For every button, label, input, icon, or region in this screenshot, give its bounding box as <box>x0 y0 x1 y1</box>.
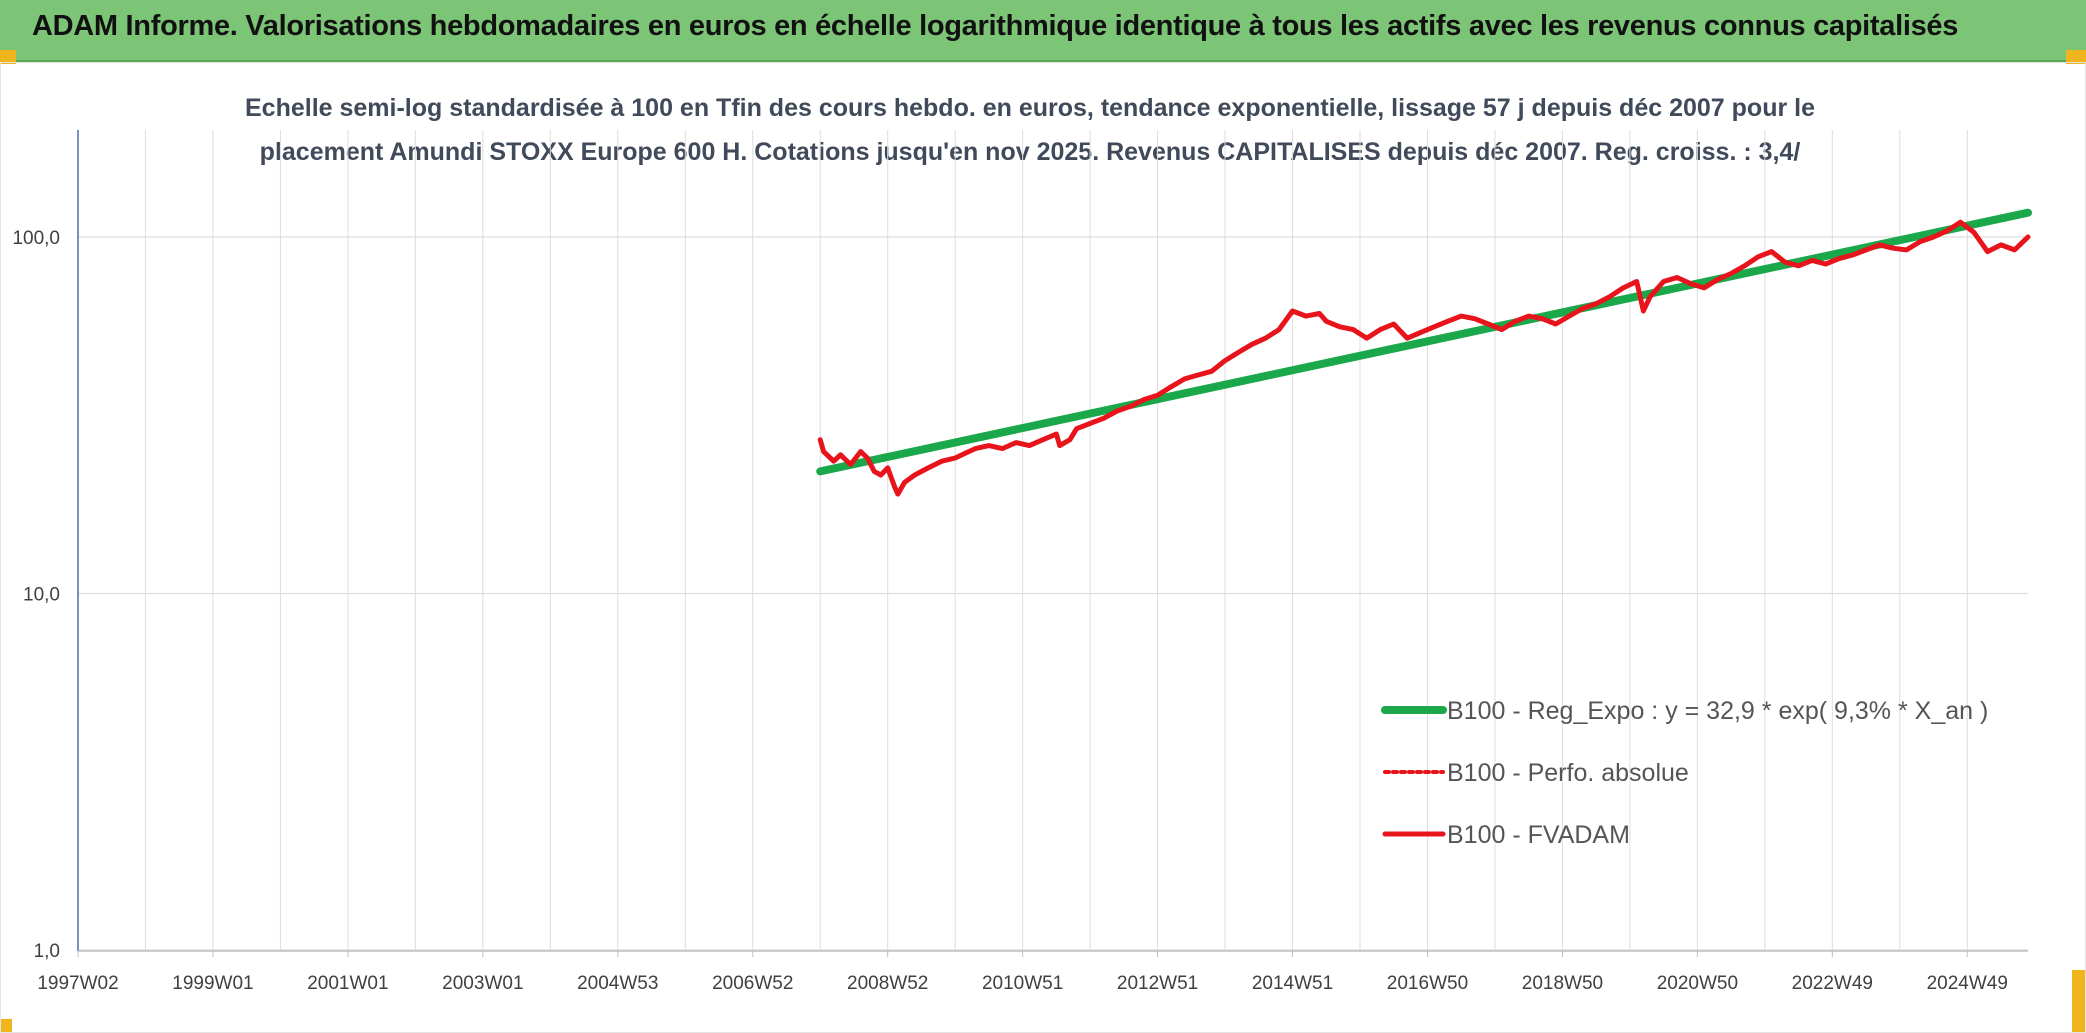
corner-marker-bottom-right <box>2072 970 2086 1033</box>
x-tick-label: 1999W01 <box>172 973 253 994</box>
y-tick-label: 100,0 <box>12 228 60 249</box>
x-tick-label: 2012W51 <box>1117 973 1198 994</box>
x-tick-label: 1997W02 <box>37 973 118 994</box>
y-tick-label: 1,0 <box>34 941 60 962</box>
chart-subtitle: Echelle semi-log standardisée à 100 en T… <box>180 86 1880 174</box>
report-title: ADAM Informe. Valorisations hebdomadaire… <box>32 10 1959 42</box>
chart-subtitle-line-2: placement Amundi STOXX Europe 600 H. Cot… <box>259 138 1801 166</box>
x-tick-label: 2004W53 <box>577 973 658 994</box>
corner-marker-top-right <box>2066 50 2086 64</box>
x-tick-label: 2016W50 <box>1387 973 1468 994</box>
x-tick-label: 2018W50 <box>1522 973 1603 994</box>
series-line-reg-expo <box>816 208 2032 476</box>
corner-marker-top-left <box>0 50 16 64</box>
x-tick-label: 2008W52 <box>847 973 928 994</box>
legend-label: B100 - Perfo. absolue <box>1447 759 1689 787</box>
x-tick-label: 2020W50 <box>1657 973 1738 994</box>
legend-label: B100 - Reg_Expo : y = 32,9 * exp( 9,3% *… <box>1447 697 1988 725</box>
grid-layer <box>77 130 2028 951</box>
x-tick-label: 2001W01 <box>307 973 388 994</box>
series-layer <box>816 208 2032 497</box>
x-tick-label: 2022W49 <box>1792 973 1873 994</box>
axis-layer: 1,0 10,0 100,0 1997W02 1999W01 2001W01 2003W01… <box>12 130 2028 994</box>
y-tick-label: 10,0 <box>23 585 60 606</box>
report-header: ADAM Informe. Valorisations hebdomadaire… <box>0 0 2086 62</box>
x-tick-label: 2003W01 <box>442 973 523 994</box>
x-tick-label: 2024W49 <box>1927 973 2008 994</box>
x-tick-label: 2010W51 <box>982 973 1063 994</box>
chart-subtitle-line-1: Echelle semi-log standardisée à 100 en T… <box>245 94 1815 122</box>
legend-layer: B100 - Reg_Expo : y = 32,9 * exp( 9,3% *… <box>1381 697 1988 849</box>
x-tick-label: 2006W52 <box>712 973 793 994</box>
x-tick-label: 2014W51 <box>1252 973 1333 994</box>
corner-marker-bottom-left <box>0 1019 12 1033</box>
legend-label: B100 - FVADAM <box>1447 821 1630 849</box>
series-line-fvadam <box>817 219 2031 497</box>
